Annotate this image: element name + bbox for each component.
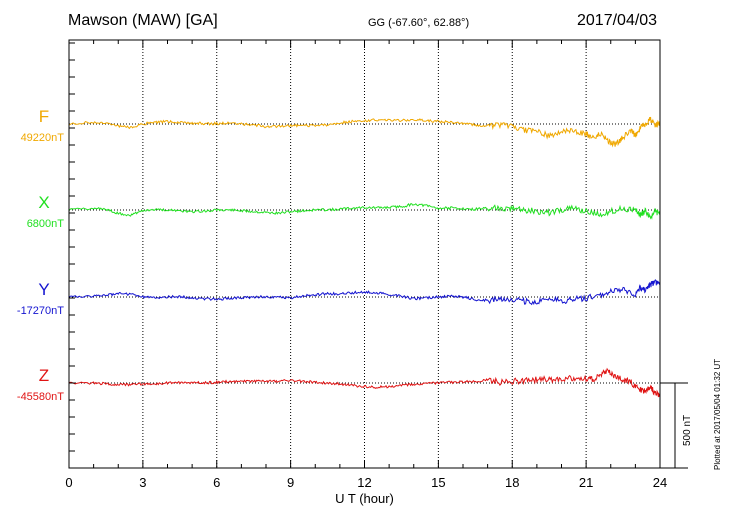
x-tick-label-18: 18 — [505, 475, 519, 490]
x-tick-label-12: 12 — [357, 475, 371, 490]
left-y-ticks — [69, 42, 75, 452]
series-line-Z — [68, 367, 661, 398]
series-baseline-F: 49220nT — [21, 132, 65, 144]
series-baseline-X: 6800nT — [27, 218, 65, 230]
series-name-F: F — [39, 107, 49, 126]
x-tick-labels: 0 3 6 9 12 15 18 21 24 — [65, 475, 667, 490]
series-baseline-Z: -45580nT — [17, 391, 64, 403]
plotted-at-note: Plotted at 2017/05/04 01:32 UT — [713, 358, 722, 470]
series-labels: F 49220nT X 6800nT Y -17270nT Z -45580nT — [17, 107, 64, 403]
x-tick-label-21: 21 — [579, 475, 593, 490]
series-line-F — [68, 116, 661, 148]
series-baseline-Y: -17270nT — [17, 305, 64, 317]
series-name-Z: Z — [39, 366, 49, 385]
x-tick-label-15: 15 — [431, 475, 445, 490]
baseline-dotted-lines — [69, 123, 660, 384]
series-name-X: X — [38, 193, 49, 212]
station-title: Mawson (MAW) [GA] — [68, 12, 218, 29]
x-tick-label-9: 9 — [287, 475, 294, 490]
x-axis-label: U T (hour) — [335, 491, 394, 506]
x-tick-label-6: 6 — [213, 475, 220, 490]
vertical-grid — [142, 40, 587, 468]
series-lines — [68, 116, 661, 398]
x-tick-label-24: 24 — [653, 475, 667, 490]
coordinates-label: GG (-67.60°, 62.88°) — [368, 17, 470, 29]
x-tick-label-0: 0 — [65, 475, 72, 490]
series-name-Y: Y — [38, 280, 49, 299]
series-line-Y — [68, 279, 661, 306]
series-line-X — [68, 203, 661, 220]
date-label: 2017/04/03 — [577, 12, 658, 29]
scale-bar — [660, 382, 688, 469]
scale-bar-label: 500 nT — [682, 414, 693, 446]
x-tick-label-3: 3 — [139, 475, 146, 490]
x-tick-marks — [68, 40, 661, 468]
